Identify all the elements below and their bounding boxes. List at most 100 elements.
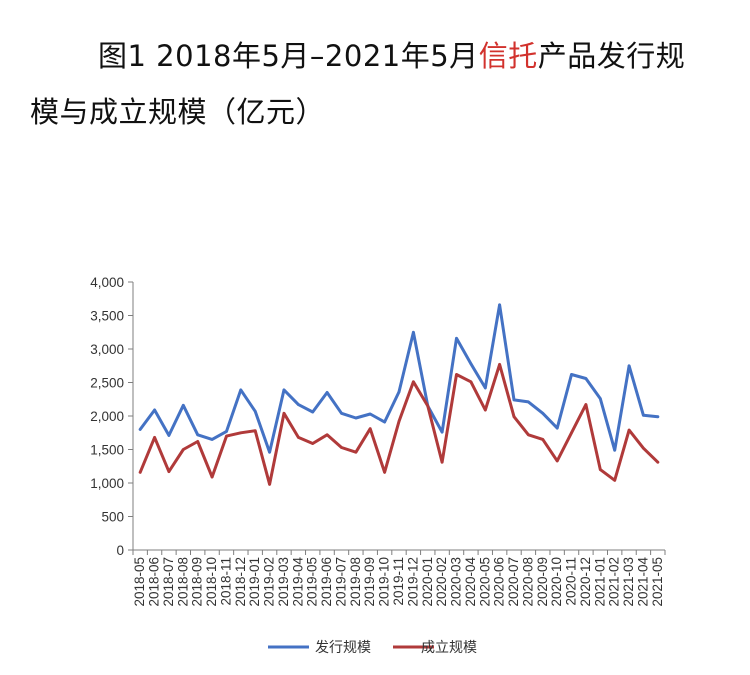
data-point [484,408,487,412]
chart-title-suffix: 产品发行规 [537,39,686,73]
x-tick-label: 2020-04 [463,557,478,607]
x-tick-label: 2020-02 [434,557,449,607]
y-axis: 0 500 1,000 1,500 2,000 2,500 3,000 3,500 4,000 [90,275,134,558]
data-point [469,362,473,366]
x-tick-label: 2020-05 [477,557,492,607]
data-point [354,450,358,454]
data-point [599,468,602,471]
data-point [426,404,430,408]
data-point [311,442,315,445]
data-point [584,403,588,406]
legend: 发行规模 成立规模 [268,640,477,656]
data-point [599,397,602,400]
x-tick-label: 2021-04 [635,557,650,607]
data-point [297,436,300,439]
y-tick-label: 3,500 [90,309,124,324]
x-tick-label: 2020-09 [535,557,550,607]
x-tick-label: 2019-08 [348,557,363,607]
data-point [397,390,401,394]
data-point [555,459,559,463]
x-tick-label: 2018-05 [132,557,147,607]
legend-item-2: 成立规模 [393,640,477,656]
legend-label: 发行规模 [315,640,371,656]
data-point [325,391,329,394]
data-point [527,433,530,437]
data-point [570,431,573,435]
series-layer [138,303,660,486]
x-tick-label: 2020-01 [420,557,435,607]
x-axis: 2018-05 2018-06 2018-07 2018-08 2018-09 2018-… [132,549,666,607]
data-point [484,386,487,390]
x-tick-label: 2019-12 [405,557,420,607]
data-point [383,471,386,474]
x-tick-label: 2019-10 [377,557,392,607]
data-point [268,450,271,454]
data-point [167,470,171,473]
data-point [311,410,315,414]
x-tick-label: 2021-01 [592,557,607,607]
data-point [282,412,286,415]
data-point [138,428,142,431]
data-point [138,471,142,474]
x-tick-label: 2021-03 [621,557,636,607]
series-line-2 [138,362,660,486]
data-point [397,420,401,423]
y-tick-label: 1,000 [90,476,124,491]
x-tick-label: 2020-08 [520,557,535,607]
y-tick-label: 4,000 [90,275,124,290]
data-point [340,446,343,449]
data-point [555,426,559,430]
data-point [541,438,545,441]
data-point [455,337,458,340]
chart-title-line-1: 图1 2018年5月–2021年5月信托产品发行规 [30,28,730,84]
chart-title-line-2: 模与成立规模（亿元） [30,95,326,129]
data-point [627,428,631,432]
data-point [498,303,501,307]
x-tick-label: 2018-12 [233,557,248,607]
data-point [584,377,588,380]
x-tick-label: 2019-11 [391,557,406,606]
x-tick-label: 2018-09 [190,557,205,607]
data-point [412,331,415,334]
x-tick-label: 2020-03 [449,557,464,607]
data-point [527,400,530,404]
x-tick-label: 2018-08 [175,557,190,607]
data-point [268,483,271,486]
data-point [167,434,171,437]
data-point [210,438,214,441]
data-point [153,436,156,439]
x-tick-label: 2019-06 [319,557,334,607]
x-tick-label: 2020-06 [492,557,507,607]
chart-title: 图1 2018年5月–2021年5月信托产品发行规 模与成立规模（亿元） [30,28,730,140]
data-point [210,475,214,479]
data-point [512,398,516,402]
data-point [340,412,343,415]
x-tick-label: 2019-07 [333,557,348,607]
data-point [642,414,645,417]
data-point [541,412,545,415]
data-point [253,429,257,433]
x-tick-label: 2018-10 [204,557,219,607]
x-tick-label: 2020-07 [506,557,521,607]
data-point [297,403,300,406]
x-tick-label: 2018-06 [147,557,162,607]
x-tick-label: 2018-11 [218,557,233,606]
data-point [282,388,286,392]
data-point [613,479,616,482]
data-point [182,448,185,451]
data-point [656,415,660,419]
data-point [469,380,473,384]
data-point [642,446,645,450]
data-point [440,430,444,434]
data-point [354,416,358,420]
x-tick-label: 2019-01 [247,557,262,607]
y-tick-label: 2,000 [90,409,124,424]
data-point [627,364,631,368]
data-point [455,373,458,376]
data-point [153,408,156,412]
series-line-1 [138,303,660,454]
x-tick-label: 2021-05 [650,557,665,607]
data-point [225,430,228,433]
data-point [440,460,444,464]
